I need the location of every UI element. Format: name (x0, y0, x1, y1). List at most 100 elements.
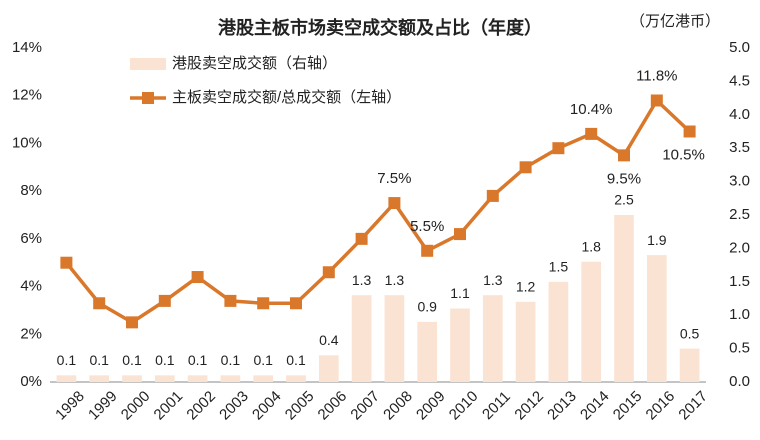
x-tick-label: 1999 (85, 388, 121, 424)
bar-value-label: 1.8 (581, 238, 601, 254)
y-tick-label: 2% (20, 325, 42, 342)
bar-value-label: 0.1 (89, 352, 109, 368)
x-tick-label: 2002 (183, 388, 219, 424)
line-value-label: 7.5% (377, 170, 411, 187)
line-marker (650, 94, 663, 107)
bar (318, 355, 339, 382)
bar (187, 375, 208, 382)
bar-value-label: 0.9 (417, 299, 437, 315)
bar-value-label: 2.5 (614, 192, 634, 208)
legend-swatch (142, 92, 154, 104)
y2-tick-label: 1.0 (729, 306, 750, 323)
y-tick-label: 10% (12, 134, 42, 151)
y2-axis-unit: （万亿港币） (630, 13, 720, 30)
bar (384, 295, 405, 382)
line-marker (93, 297, 106, 310)
bar (286, 375, 306, 382)
line-marker (683, 125, 696, 138)
y2-tick-label: 2.0 (729, 239, 750, 256)
bar (220, 375, 241, 382)
line-marker (290, 297, 302, 310)
bar (515, 301, 536, 382)
bar (482, 295, 503, 382)
x-tick-label: 2006 (315, 388, 351, 424)
x-tick-label: 2011 (479, 388, 514, 423)
y2-tick-label: 5.0 (729, 39, 750, 56)
y-tick-label: 14% (12, 39, 42, 56)
line-value-label: 5.5% (410, 218, 444, 235)
y2-tick-label: 1.5 (729, 273, 750, 290)
bar-value-label: 0.1 (221, 352, 241, 368)
x-tick-label: 2017 (675, 388, 711, 424)
line-value-label: 10.5% (662, 146, 705, 163)
x-tick-label: 2007 (347, 388, 383, 424)
bar-value-label: 1.9 (647, 232, 667, 248)
bar-value-label: 1.3 (385, 272, 405, 288)
line-marker (158, 294, 171, 307)
y2-tick-label: 0.5 (729, 340, 750, 357)
line-marker (519, 161, 532, 174)
bar-value-label: 0.1 (155, 352, 175, 368)
bar-value-label: 0.1 (57, 352, 77, 368)
bar (450, 308, 470, 382)
bar-value-label: 1.5 (549, 259, 569, 275)
line-marker (126, 316, 138, 329)
line-marker (618, 149, 630, 162)
bar (679, 348, 700, 382)
bar-value-label: 0.5 (680, 325, 700, 341)
bar-value-label: 1.3 (352, 272, 372, 288)
y-tick-label: 6% (20, 230, 42, 247)
y-tick-label: 0% (20, 373, 42, 390)
x-tick-label: 2000 (118, 388, 154, 424)
line-marker (355, 232, 368, 245)
bar (89, 375, 110, 382)
bar-value-label: 0.1 (122, 352, 142, 368)
chart-title: 港股主板市场卖空成交额及占比（年度） (218, 17, 542, 38)
line-marker (257, 297, 270, 310)
bar (154, 375, 175, 382)
y2-tick-label: 4.5 (729, 72, 750, 89)
bar (56, 375, 77, 382)
y-tick-label: 12% (12, 87, 42, 104)
x-tick-label: 2001 (151, 388, 187, 424)
x-tick-label: 2013 (544, 388, 580, 424)
x-tick-label: 2003 (216, 388, 252, 424)
x-tick-label: 2009 (413, 388, 449, 424)
bar-value-label: 1.3 (483, 272, 503, 288)
y2-tick-label: 3.5 (729, 139, 750, 156)
bar-value-label: 0.1 (188, 352, 208, 368)
x-tick-label: 2005 (282, 388, 318, 424)
bar-value-label: 0.1 (286, 352, 306, 368)
bar (417, 321, 438, 382)
line-marker (421, 244, 434, 257)
legend-swatch (130, 58, 166, 70)
line-marker (224, 294, 237, 307)
y-tick-label: 4% (20, 278, 42, 295)
bar-value-label: 0.4 (319, 332, 339, 348)
x-tick-label: 2016 (643, 388, 679, 424)
line-marker (454, 228, 466, 241)
y2-tick-label: 3.0 (729, 173, 750, 190)
y2-tick-label: 4.0 (729, 106, 750, 123)
line-marker (60, 256, 73, 269)
line-marker (388, 197, 401, 210)
line-marker (585, 127, 598, 140)
bar (614, 215, 634, 382)
line-marker (486, 189, 499, 202)
line-marker (322, 266, 335, 279)
bar (548, 281, 569, 382)
x-tick-label: 2012 (511, 388, 547, 424)
x-tick-label: 1998 (52, 388, 88, 424)
line-value-label: 9.5% (607, 170, 641, 187)
x-tick-label: 2015 (610, 388, 646, 424)
bar (122, 375, 142, 382)
y-tick-label: 8% (20, 182, 42, 199)
bar (581, 261, 602, 382)
bar-value-label: 1.1 (450, 285, 470, 301)
x-tick-label: 2010 (446, 388, 482, 424)
x-tick-label: 2004 (249, 388, 285, 424)
line-value-label: 11.8% (636, 67, 677, 84)
legend-label: 港股卖空成交额（右轴） (172, 54, 337, 72)
bar-value-label: 1.2 (516, 279, 536, 295)
